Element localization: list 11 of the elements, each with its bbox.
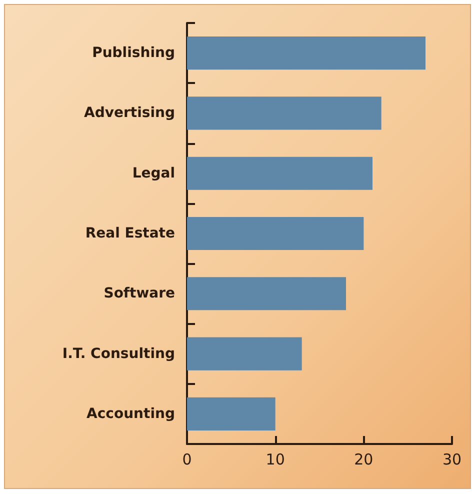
x-tick-label: 10 xyxy=(266,450,285,468)
x-tick-label: 30 xyxy=(442,450,462,468)
x-tick-label: 20 xyxy=(354,450,374,468)
y-tick-label: Accounting xyxy=(86,406,175,422)
y-tick-label: Legal xyxy=(132,165,175,182)
x-tick-label: 0 xyxy=(182,450,192,468)
y-tick-label: Publishing xyxy=(92,45,175,62)
y-tick-label: Advertising xyxy=(84,105,175,122)
y-tick-label: Software xyxy=(104,286,175,302)
y-tick-label: I.T. Consulting xyxy=(62,346,175,362)
y-tick-label: Real Estate xyxy=(85,226,175,242)
